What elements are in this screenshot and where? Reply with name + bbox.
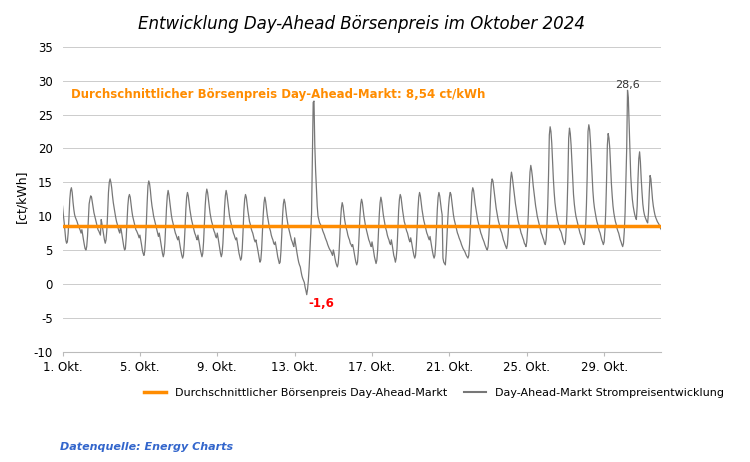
Text: Durchschnittlicher Börsenpreis Day-Ahead-Markt: 8,54 ct/kWh: Durchschnittlicher Börsenpreis Day-Ahead…: [70, 88, 485, 101]
Text: 28,6: 28,6: [616, 79, 640, 90]
Y-axis label: [ct/kWh]: [ct/kWh]: [15, 169, 28, 223]
Text: -1,6: -1,6: [308, 297, 334, 310]
Text: Datenquelle: Energy Charts: Datenquelle: Energy Charts: [60, 443, 233, 452]
Title: Entwicklung Day-Ahead Börsenpreis im Oktober 2024: Entwicklung Day-Ahead Börsenpreis im Okt…: [139, 15, 586, 33]
Legend: Durchschnittlicher Börsenpreis Day-Ahead-Markt, Day-Ahead-Markt Strompreisentwic: Durchschnittlicher Börsenpreis Day-Ahead…: [140, 383, 728, 402]
